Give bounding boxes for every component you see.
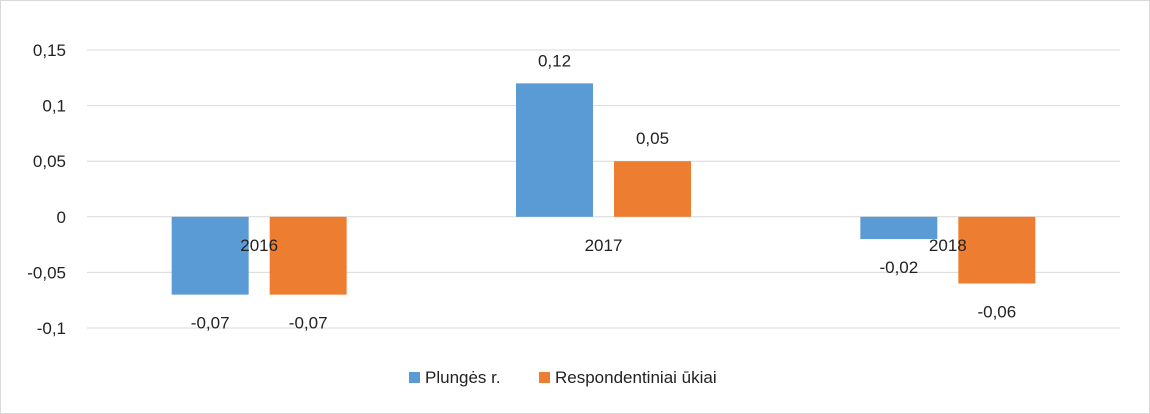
- category-label: 2017: [585, 236, 623, 255]
- data-label: -0,07: [191, 314, 230, 333]
- category-label: 2018: [929, 236, 967, 255]
- bar-plunges-2018: [860, 216, 938, 240]
- y-tick-label: -0,1: [37, 319, 66, 338]
- bar-respondentiniai-2016: [269, 216, 347, 295]
- data-label: -0,02: [879, 258, 918, 277]
- data-label: -0,06: [977, 303, 1016, 322]
- bars: [171, 83, 1036, 295]
- bar-respondentiniai-2017: [614, 161, 691, 217]
- legend-swatch: [409, 372, 420, 383]
- legend: Plungės r. Respondentiniai ūkiai: [409, 368, 717, 387]
- category-labels: 2016 2017 2018: [240, 236, 966, 255]
- y-tick-label: 0,1: [42, 97, 66, 116]
- y-tick-label: 0: [57, 208, 66, 227]
- bar-plunges-2017: [516, 83, 593, 217]
- y-tick-label: 0,15: [33, 41, 66, 60]
- data-label: 0,12: [538, 51, 571, 70]
- data-labels: -0,07 -0,07 0,12 0,05 -0,02 -0,06: [191, 51, 1016, 332]
- legend-label: Plungės r.: [425, 368, 501, 387]
- data-label: -0,07: [289, 314, 328, 333]
- y-tick-label: -0,05: [27, 263, 66, 282]
- bar-plunges-2016: [171, 216, 249, 295]
- y-axis-tick-labels: 0,15 0,1 0,05 0 -0,05 -0,1: [27, 41, 66, 338]
- bar-respondentiniai-2018: [958, 216, 1036, 284]
- category-label: 2016: [240, 236, 278, 255]
- y-tick-label: 0,05: [33, 152, 66, 171]
- legend-swatch: [539, 372, 550, 383]
- data-label: 0,05: [636, 129, 669, 148]
- legend-label: Respondentiniai ūkiai: [555, 368, 717, 387]
- gridlines: [87, 49, 1120, 329]
